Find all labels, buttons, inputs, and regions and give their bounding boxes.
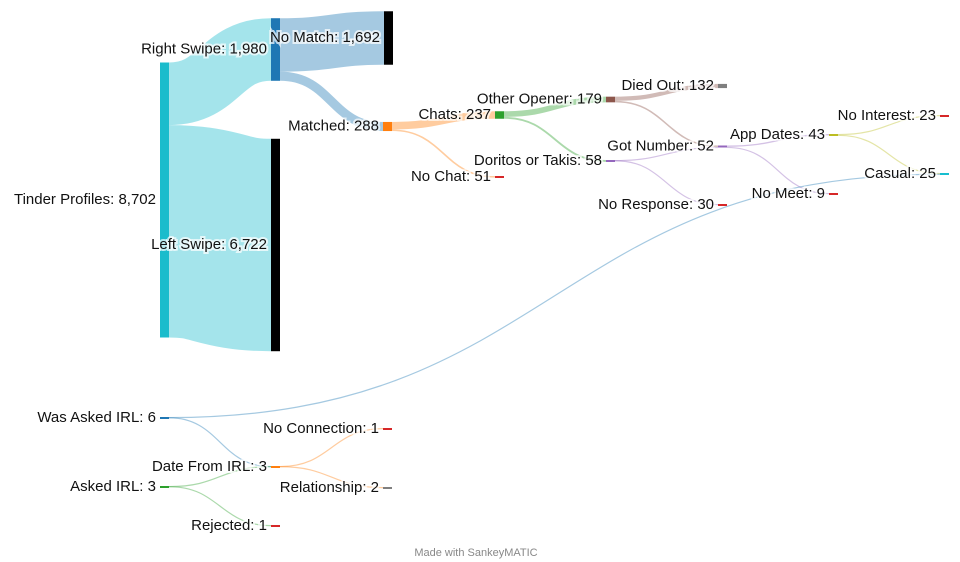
footer: Made with SankeyMATIC xyxy=(414,547,537,559)
flow xyxy=(614,160,719,206)
node-label: Casual: 25 xyxy=(864,165,936,182)
node xyxy=(495,111,504,119)
node-label: App Dates: 43 xyxy=(730,126,825,143)
flow xyxy=(503,96,607,117)
node xyxy=(606,96,615,103)
flow xyxy=(837,115,941,136)
node-label: Matched: 288 xyxy=(288,117,379,134)
node xyxy=(940,173,949,175)
node-label: Got Number: 52 xyxy=(607,137,714,154)
node-label: Chats: 237 xyxy=(418,106,491,123)
flow xyxy=(614,83,719,101)
flow xyxy=(279,428,384,468)
node-label: Right Swipe: 1,980 xyxy=(141,40,267,57)
node-label: Other Opener: 179 xyxy=(477,90,602,107)
node-label: No Meet: 9 xyxy=(752,185,825,202)
node xyxy=(160,417,169,419)
node-label: No Interest: 23 xyxy=(838,107,936,124)
flow xyxy=(279,11,385,72)
node xyxy=(606,160,615,162)
node xyxy=(271,525,280,527)
flow xyxy=(279,71,384,132)
flow xyxy=(391,111,496,130)
node xyxy=(829,193,838,195)
node xyxy=(383,428,392,430)
node xyxy=(718,145,727,148)
node xyxy=(940,115,949,117)
node-label: Left Swipe: 6,722 xyxy=(151,236,267,253)
node-label: Rejected: 1 xyxy=(191,517,267,534)
node-label: Was Asked IRL: 6 xyxy=(37,409,156,426)
node xyxy=(271,466,280,468)
node xyxy=(160,62,169,338)
node-label: No Connection: 1 xyxy=(263,420,379,437)
flow xyxy=(726,133,830,147)
node-label: No Chat: 51 xyxy=(411,168,491,185)
flow xyxy=(168,486,272,527)
flow xyxy=(279,466,384,489)
node-label: Doritos or Takis: 58 xyxy=(474,152,602,169)
node xyxy=(829,134,838,136)
node xyxy=(271,138,280,352)
node xyxy=(160,486,169,488)
node xyxy=(384,11,393,65)
flow xyxy=(391,129,496,178)
node xyxy=(495,176,504,178)
flow xyxy=(168,466,272,488)
node xyxy=(718,83,727,89)
node xyxy=(383,121,392,132)
node-label: Date From IRL: 3 xyxy=(152,458,267,475)
flow xyxy=(614,100,719,147)
node-label: Asked IRL: 3 xyxy=(70,478,156,495)
node xyxy=(271,18,280,81)
flow xyxy=(166,125,274,352)
node-label: Relationship: 2 xyxy=(280,479,379,496)
flow xyxy=(614,146,719,162)
node-label: No Match: 1,692 xyxy=(270,29,380,46)
flow xyxy=(168,417,272,468)
node-label: No Response: 30 xyxy=(598,196,714,213)
node xyxy=(383,487,392,489)
flow xyxy=(503,116,607,162)
flow xyxy=(166,18,274,126)
flow xyxy=(726,146,830,195)
node-label: Tinder Profiles: 8,702 xyxy=(14,191,156,208)
node xyxy=(718,204,727,206)
links xyxy=(166,11,941,527)
flow xyxy=(837,134,941,175)
flow xyxy=(168,173,941,419)
node-label: Died Out: 132 xyxy=(621,77,714,94)
nodes: Tinder Profiles: 8,702 Right Swipe: 1,980… xyxy=(12,11,949,536)
